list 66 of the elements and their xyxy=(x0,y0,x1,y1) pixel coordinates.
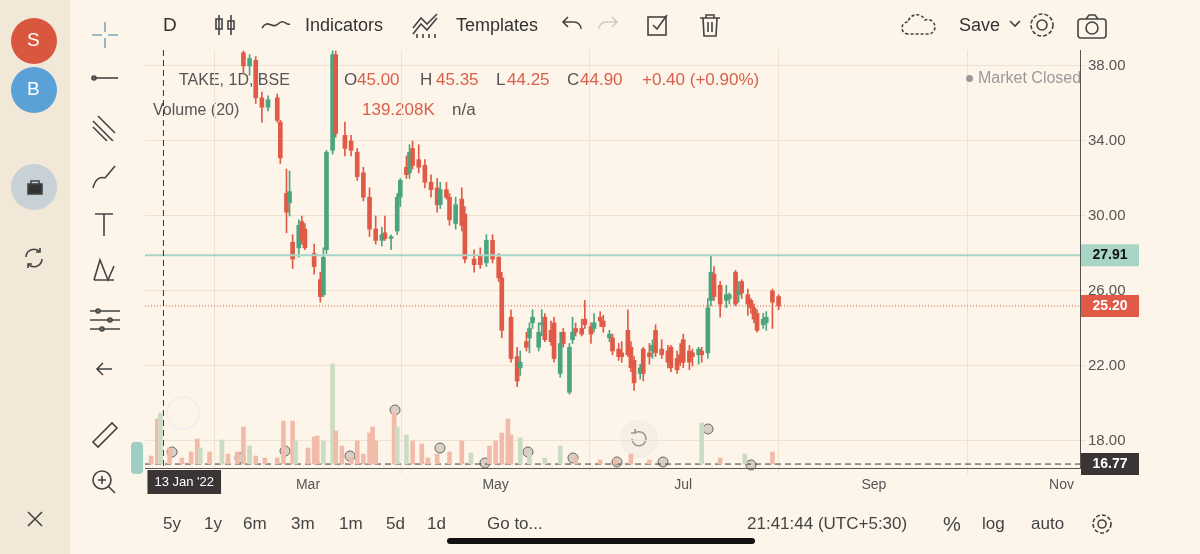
text: Indicators xyxy=(305,15,384,37)
text: 1y xyxy=(204,514,222,535)
text: auto xyxy=(1031,514,1065,535)
bar xyxy=(394,426,400,465)
bar xyxy=(333,430,339,465)
x-tick-label: Mar xyxy=(295,476,321,493)
text: Go to... xyxy=(487,514,543,535)
bar xyxy=(410,440,415,465)
annotation: L xyxy=(496,70,506,91)
x-tick-label: Nov xyxy=(1049,476,1074,493)
text: D xyxy=(163,14,177,37)
annotation: C xyxy=(567,70,580,91)
bar xyxy=(404,434,409,465)
text: 3m xyxy=(291,514,315,535)
annotation: O xyxy=(344,70,358,91)
annotation: n/a xyxy=(452,100,476,121)
y-tick-label: 18.00 xyxy=(1088,431,1126,449)
annotation: 139.208K xyxy=(362,100,435,121)
ref-line-label: 16.77 xyxy=(1092,454,1128,471)
ref-line-label: 13 Jan '22 xyxy=(154,473,215,489)
bar xyxy=(293,440,299,465)
x-tick-label: Jul xyxy=(674,476,693,493)
ref-line-label: 25.20 xyxy=(1092,296,1128,313)
bar xyxy=(207,451,212,465)
bar xyxy=(770,451,775,465)
y-tick-label: 26.00 xyxy=(1088,281,1126,299)
text: log xyxy=(982,514,1005,535)
bar xyxy=(321,440,326,465)
bar xyxy=(419,443,425,465)
text: 1m xyxy=(339,514,363,535)
bar xyxy=(647,459,652,465)
bar xyxy=(198,447,203,465)
text: 1d xyxy=(427,514,446,535)
annotation: H xyxy=(420,70,433,91)
text: 5d xyxy=(386,514,405,535)
ref-line-label: 27.91 xyxy=(1092,246,1128,263)
bar xyxy=(597,459,603,465)
annotation: TAKE, 1D, BSE xyxy=(179,70,290,90)
annotation: 45.35 xyxy=(436,70,479,91)
text: Save xyxy=(959,15,1001,37)
text: S xyxy=(27,29,40,52)
text: 5y xyxy=(163,514,181,535)
text: 6m xyxy=(243,514,267,535)
bar xyxy=(517,437,523,465)
y-tick-label: 34.00 xyxy=(1088,131,1126,149)
bar xyxy=(253,455,259,465)
text: B xyxy=(27,78,40,101)
text: % xyxy=(943,512,961,536)
x-tick-label: May xyxy=(482,476,509,493)
y-tick-label: 38.00 xyxy=(1088,56,1126,74)
bar xyxy=(459,440,465,465)
annotation: 45.00 xyxy=(357,70,400,91)
text: Templates xyxy=(456,15,539,37)
y-tick-label: 22.00 xyxy=(1088,356,1126,374)
annotation: +0.40 (+0.90%) xyxy=(642,70,760,91)
bar xyxy=(447,451,452,465)
text: 21:41:44 (UTC+5:30) xyxy=(747,514,908,535)
y-tick-label: 30.00 xyxy=(1088,206,1126,224)
annotation: Market Closed xyxy=(978,68,1082,88)
bar xyxy=(158,412,163,465)
x-tick-label: Sep xyxy=(861,476,887,493)
annotation: Volume (20) xyxy=(153,100,240,120)
bar xyxy=(699,422,705,465)
bar xyxy=(557,445,563,465)
annotation: 44.25 xyxy=(507,70,550,91)
annotation: 44.90 xyxy=(580,70,623,91)
